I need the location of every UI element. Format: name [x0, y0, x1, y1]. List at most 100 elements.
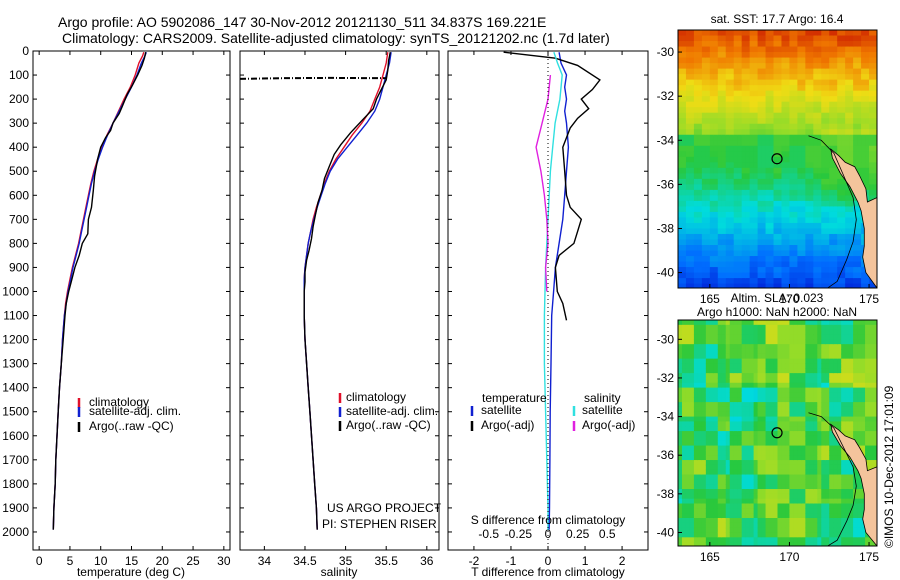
heatmap-cell [681, 112, 687, 119]
heatmap-cell [689, 145, 695, 152]
heatmap-cell [865, 406, 870, 413]
legend-satellite: satellite-adj. clim. [89, 404, 181, 418]
heatmap-cell [757, 211, 763, 219]
heatmap-cell [773, 217, 779, 224]
heatmap-cell [681, 272, 687, 279]
heatmap-cell [745, 162, 751, 169]
heatmap-cell [841, 373, 846, 379]
heatmap-cell [693, 508, 699, 514]
heatmap-cell [801, 450, 806, 456]
heatmap-cell [737, 283, 743, 288]
heatmap-cell [717, 123, 723, 130]
heatmap-cell [849, 57, 854, 64]
heatmap-cell [793, 474, 798, 480]
heatmap-cell [705, 464, 711, 471]
heatmap-cell [749, 537, 755, 543]
heatmap-cell [745, 63, 751, 70]
heatmap-cell [805, 96, 810, 103]
heatmap-cell [793, 324, 798, 331]
heatmap-cell [749, 513, 755, 519]
heatmap-cell [841, 542, 846, 546]
heatmap-cell [678, 267, 683, 274]
heatmap-cell [773, 416, 779, 423]
heatmap-cell [821, 228, 826, 235]
heatmap-cell [797, 35, 802, 42]
heatmap-cell [741, 373, 747, 379]
heatmap-cell [757, 522, 763, 529]
heatmap-cell [829, 41, 834, 48]
heatmap-cell [721, 222, 727, 230]
heatmap-cell [721, 189, 727, 196]
heatmap-cell [857, 57, 862, 64]
heatmap-cell [773, 503, 779, 509]
heatmap-cell [713, 397, 719, 403]
heatmap-cell [701, 239, 707, 246]
heatmap-cell [773, 431, 779, 437]
heatmap-cell [785, 101, 791, 108]
heatmap-cell [757, 508, 763, 514]
heatmap-cell [801, 107, 806, 114]
heatmap-cell [761, 217, 767, 224]
heatmap-cell [757, 392, 763, 398]
heatmap-cell [849, 479, 854, 485]
heatmap-cell [721, 402, 727, 408]
heatmap-cell [849, 112, 854, 119]
heatmap-cell [825, 455, 830, 461]
heatmap-cell [741, 431, 747, 437]
heatmap-cell [829, 145, 834, 152]
heatmap-cell [817, 74, 822, 81]
heatmap-cell [733, 377, 739, 384]
heatmap-cell [789, 283, 795, 288]
heatmap-cell [725, 489, 731, 495]
heatmap-cell [817, 123, 822, 130]
heatmap-cell [685, 156, 691, 163]
heatmap-cell [745, 283, 751, 288]
heatmap-cell [749, 129, 755, 136]
heatmap-cell [797, 140, 802, 147]
heatmap-cell [753, 63, 759, 70]
heatmap-cell [678, 450, 683, 456]
heatmap-cell [833, 329, 838, 336]
heatmap-cell [869, 118, 874, 125]
heatmap-cell [821, 140, 826, 147]
heatmap-cell [837, 267, 842, 274]
heatmap-cell [697, 35, 703, 42]
heatmap-cell [689, 123, 695, 130]
heatmap-cell [741, 411, 747, 418]
heatmap-cell [705, 498, 711, 505]
heatmap-cell [829, 363, 834, 369]
heatmap-cell [757, 373, 763, 379]
heatmap-cell [801, 353, 806, 360]
heatmap-cell [753, 522, 759, 529]
heatmap-cell [709, 267, 715, 274]
heatmap-cell [701, 431, 707, 437]
heatmap-cell [753, 173, 759, 180]
heatmap-cell [817, 517, 822, 524]
heatmap-cell [849, 79, 854, 86]
heatmap-cell [789, 233, 795, 241]
heatmap-cell [693, 503, 699, 509]
heatmap-cell [821, 267, 826, 274]
heatmap-cell [757, 156, 763, 163]
heatmap-cell [837, 329, 842, 336]
legend-s-argo: Argo(-adj) [582, 418, 635, 432]
heatmap-cell [849, 542, 854, 546]
heatmap-cell [733, 387, 739, 394]
heatmap-cell [833, 167, 838, 174]
heatmap-cell [817, 145, 822, 152]
heatmap-cell [825, 489, 830, 495]
heatmap-cell [873, 90, 877, 97]
heatmap-cell [749, 455, 755, 461]
heatmap-cell [709, 123, 715, 130]
heatmap-cell [833, 272, 838, 279]
heatmap-cell [797, 353, 802, 360]
heatmap-cell [721, 134, 727, 141]
heatmap-cell [689, 334, 695, 340]
heatmap-cell [833, 348, 838, 355]
heatmap-cell [693, 173, 699, 180]
heatmap-cell [721, 397, 727, 403]
heatmap-cell [781, 455, 787, 461]
heatmap-cell [841, 217, 846, 224]
heatmap-cell [781, 464, 787, 471]
heatmap-cell [733, 239, 739, 246]
